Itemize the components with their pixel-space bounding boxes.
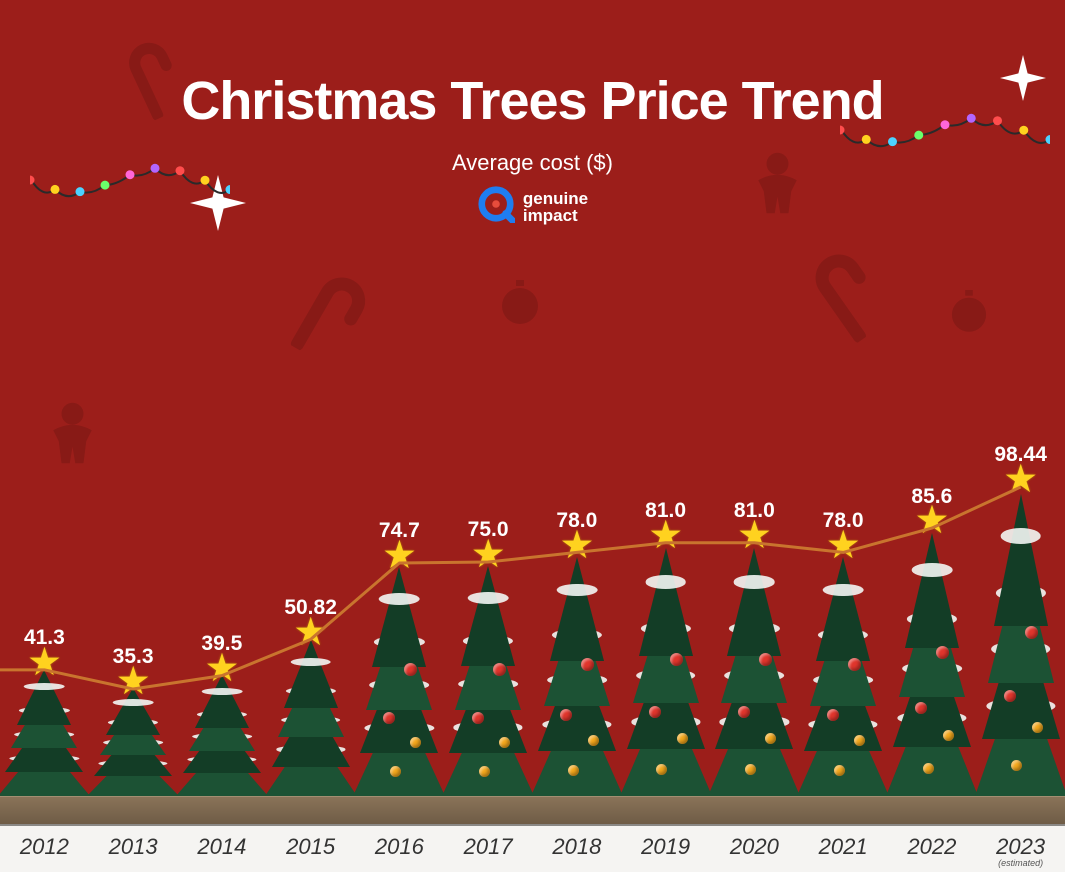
- tree-ornament: [1004, 690, 1016, 702]
- tree-bar: ★50.82: [264, 633, 356, 796]
- value-label: 98.44: [994, 443, 1047, 467]
- brand-badge: genuine impact: [0, 185, 1065, 228]
- year-label: 2023(estimated): [976, 826, 1065, 872]
- year-label: 2013: [89, 826, 178, 872]
- tree-ornament: [568, 765, 579, 776]
- tree-ornament: [677, 733, 688, 744]
- tree-ornament: [738, 706, 750, 718]
- tree-bar: ★78.0: [531, 546, 623, 796]
- tree-ornament: [479, 766, 490, 777]
- year-note: (estimated): [976, 858, 1065, 868]
- value-label: 75.0: [468, 518, 509, 542]
- value-label: 50.82: [284, 596, 337, 620]
- year-label: 2021: [799, 826, 888, 872]
- tree-bar: ★39.5: [176, 670, 268, 796]
- value-label: 81.0: [645, 499, 686, 523]
- chart-area: ★41.3★35.3★39.5★50.82★74.7★75.0★78.0★81.…: [0, 332, 1065, 872]
- brand-text: genuine impact: [523, 190, 588, 224]
- brand-line1: genuine: [523, 190, 588, 207]
- x-axis: 2012201320142015201620172018201920202021…: [0, 824, 1065, 872]
- value-label: 41.3: [24, 626, 65, 650]
- tree-ornament: [1032, 722, 1043, 733]
- tree-bar: ★78.0: [797, 546, 889, 796]
- year-label: 2017: [444, 826, 533, 872]
- chart-subtitle: Average cost ($): [0, 150, 1065, 176]
- tree-ornament: [472, 712, 484, 724]
- bauble-icon: [500, 280, 540, 333]
- ground-strip: [0, 796, 1065, 824]
- year-label: 2015: [266, 826, 355, 872]
- tree-ornament: [923, 763, 934, 774]
- tree-bar: ★41.3: [0, 664, 91, 796]
- year-label: 2022: [888, 826, 977, 872]
- year-label: 2019: [621, 826, 710, 872]
- tree-bar: ★98.44: [974, 481, 1065, 796]
- value-label: 85.6: [911, 485, 952, 509]
- chart-title: Christmas Trees Price Trend: [0, 70, 1065, 132]
- year-label: 2020: [710, 826, 799, 872]
- tree-ornament: [493, 663, 506, 676]
- tree-bar: ★85.6: [886, 522, 978, 796]
- tree-ornament: [383, 712, 395, 724]
- tree-ornament: [588, 735, 599, 746]
- value-label: 39.5: [201, 632, 242, 656]
- tree-ornament: [827, 709, 839, 721]
- tree-bar: ★75.0: [442, 556, 534, 796]
- tree-ornament: [848, 658, 861, 671]
- value-label: 74.7: [379, 519, 420, 543]
- year-label: 2016: [355, 826, 444, 872]
- brand-line2: impact: [523, 207, 588, 224]
- year-label: 2014: [178, 826, 267, 872]
- tree-bars-container: ★41.3★35.3★39.5★50.82★74.7★75.0★78.0★81.…: [0, 336, 1065, 796]
- year-label: 2012: [0, 826, 89, 872]
- tree-ornament: [834, 765, 845, 776]
- value-label: 35.3: [113, 645, 154, 669]
- tree-ornament: [1025, 626, 1038, 639]
- tree-bar: ★81.0: [619, 537, 711, 796]
- tree-ornament: [915, 702, 927, 714]
- value-label: 78.0: [823, 509, 864, 533]
- brand-logo-icon: [477, 185, 515, 228]
- tree-bar: ★74.7: [353, 557, 445, 796]
- value-label: 81.0: [734, 499, 775, 523]
- value-label: 78.0: [556, 509, 597, 533]
- tree-ornament: [390, 766, 401, 777]
- year-label: 2018: [533, 826, 622, 872]
- tree-bar: ★35.3: [87, 683, 179, 796]
- tree-bar: ★81.0: [708, 537, 800, 796]
